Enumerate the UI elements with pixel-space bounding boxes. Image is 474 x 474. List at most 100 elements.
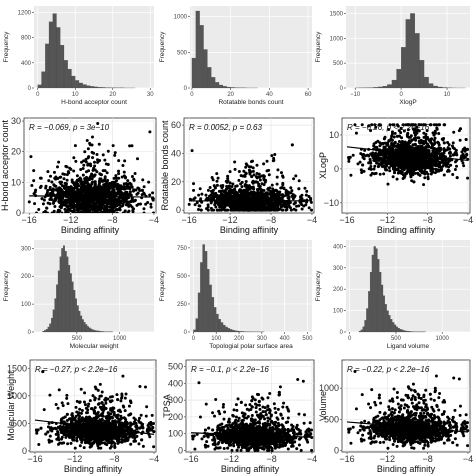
scatter-point: [79, 411, 83, 415]
scatter-point: [253, 204, 257, 208]
scatter-point: [418, 169, 422, 173]
histogram-bar: [64, 251, 67, 333]
scatter-point: [266, 208, 270, 212]
scatter-point: [453, 151, 457, 155]
scatter-point: [415, 125, 419, 129]
scatter-point: [442, 149, 446, 153]
histogram-bar: [93, 330, 96, 333]
scatter-point: [299, 195, 303, 199]
histogram-bar: [88, 327, 91, 333]
y-axis-title: Frequency: [3, 31, 10, 62]
scatter-point: [60, 201, 64, 205]
scatter-point: [66, 187, 70, 191]
scatter-point: [47, 179, 51, 183]
scatter-point: [245, 197, 249, 201]
x-axis-title: Rotatable bonds count: [218, 99, 283, 106]
scatter-point: [58, 180, 62, 184]
scatter-point: [97, 204, 101, 208]
scatter-point: [136, 191, 140, 195]
scatter-point: [393, 171, 397, 175]
scatter-point: [279, 171, 283, 175]
y-axis-title: Rotatable bonds count: [160, 120, 170, 211]
scatter-point: [418, 173, 422, 177]
scatter-point: [257, 187, 261, 191]
histogram-bar: [207, 269, 210, 333]
scatter-point: [368, 159, 372, 163]
scatter-point: [397, 139, 401, 143]
scatter-point: [393, 168, 397, 172]
y-tick-label: 1000: [174, 15, 188, 21]
scatter-point: [93, 187, 97, 191]
scatter-point: [27, 200, 31, 204]
scatter-point: [255, 206, 259, 210]
scatter-point: [126, 179, 130, 183]
scatter-point: [388, 123, 392, 127]
correlation-annotation: R = 0.0052, p = 0.63: [189, 123, 262, 132]
scatter-point: [89, 164, 93, 168]
scatter-point: [433, 167, 437, 171]
histogram-bar: [419, 60, 425, 89]
scatter-point: [440, 137, 444, 141]
scatter-point: [397, 134, 401, 138]
scatter-point: [433, 136, 437, 140]
scatter-point: [107, 201, 111, 205]
y-tick-label: 1000: [330, 36, 344, 42]
scatter-point: [116, 189, 120, 193]
scatter-point: [285, 205, 289, 209]
scatter-point: [254, 175, 258, 179]
scatter-point: [90, 181, 94, 185]
scatter-point: [370, 123, 374, 127]
scatter-point: [393, 131, 397, 135]
scatter-point: [239, 182, 243, 186]
scatter-point: [432, 133, 436, 137]
scatter-point: [289, 186, 293, 190]
scatter-point: [377, 158, 381, 162]
scatter-point: [260, 182, 264, 186]
y-tick-label: 500: [177, 274, 188, 280]
scatter-point: [373, 164, 377, 168]
scatter-point: [412, 180, 416, 184]
scatter-point: [79, 168, 83, 172]
histogram-bar: [45, 43, 50, 89]
scatter-point: [85, 204, 89, 208]
scatter-point: [226, 177, 230, 181]
scatter-point: [93, 164, 97, 168]
scatter-point: [466, 176, 470, 180]
scatter-point: [88, 198, 92, 202]
histogram-bar: [52, 309, 55, 333]
histogram-bar: [401, 329, 404, 333]
histogram-bar: [100, 331, 103, 333]
scatter-point: [140, 188, 144, 192]
scatter-point: [112, 200, 116, 204]
scatter-point: [216, 176, 220, 180]
scatter-point: [122, 170, 126, 174]
x-tick-label: −4: [463, 215, 473, 225]
scatter-point: [144, 202, 148, 206]
scatter-point: [382, 146, 386, 150]
scatter-point: [384, 152, 388, 156]
histogram-bar: [85, 324, 88, 333]
scatter-point: [426, 175, 430, 179]
scatter-point: [122, 211, 126, 213]
histogram-bar: [399, 329, 402, 333]
scatter-point: [431, 149, 435, 153]
scatter-point: [59, 198, 63, 202]
histogram-bar: [63, 245, 65, 333]
scatter-point: [276, 168, 280, 172]
scatter-point: [399, 169, 403, 173]
scatter-point: [406, 123, 410, 127]
scatter-point: [292, 202, 296, 206]
scatter-point: [428, 123, 432, 127]
scatter-point: [448, 154, 452, 158]
scatter-point: [119, 187, 123, 191]
scatter-point: [229, 188, 233, 192]
histogram-bar: [101, 87, 106, 89]
scatter-point: [50, 180, 54, 184]
y-tick-label: 200: [21, 274, 32, 280]
y-tick-label: 250: [177, 302, 188, 308]
x-axis-title: Topologial polar surface area: [209, 343, 293, 350]
scatter-point: [138, 188, 142, 192]
point-cloud: [187, 143, 314, 212]
scatter-point: [425, 152, 429, 156]
scatter-point: [244, 165, 248, 169]
